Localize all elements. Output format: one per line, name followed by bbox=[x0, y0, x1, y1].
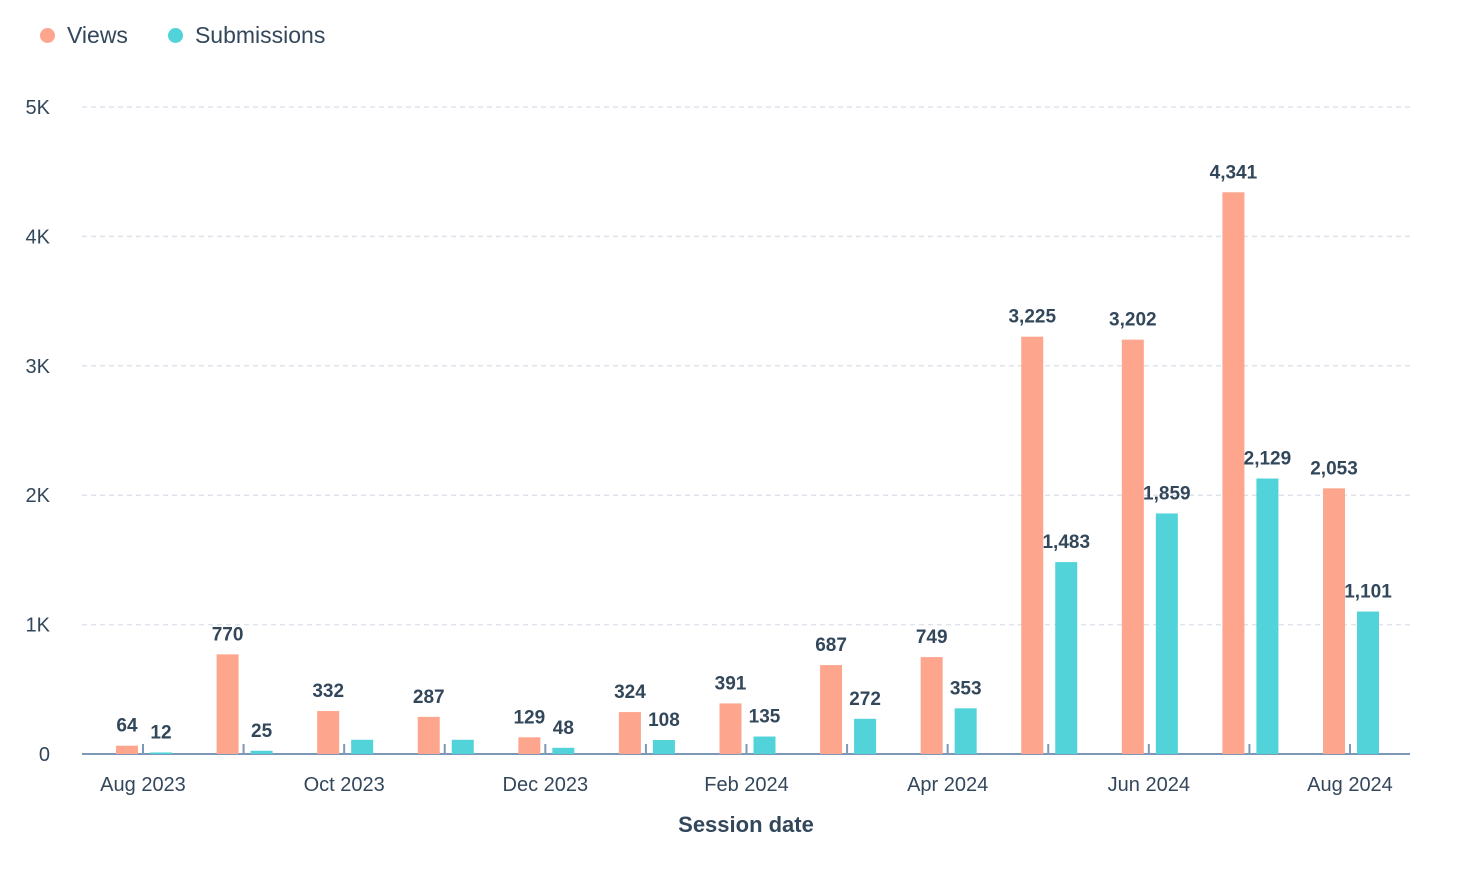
views-bar[interactable] bbox=[920, 657, 943, 754]
submissions-bar[interactable] bbox=[854, 718, 877, 754]
submissions-data-label: 48 bbox=[553, 718, 574, 739]
submissions-data-label: 25 bbox=[251, 721, 273, 742]
submissions-bar[interactable] bbox=[451, 739, 474, 754]
submissions-data-label: 108 bbox=[648, 710, 680, 731]
x-tick-label: Feb 2024 bbox=[704, 774, 789, 796]
submissions-bar[interactable] bbox=[150, 752, 172, 754]
submissions-data-label: 12 bbox=[150, 722, 171, 743]
y-tick-label: 2K bbox=[26, 485, 51, 507]
views-data-label: 770 bbox=[212, 624, 244, 645]
x-tick-label: Dec 2023 bbox=[503, 774, 589, 796]
views-bar[interactable] bbox=[820, 665, 843, 754]
views-data-label: 4,341 bbox=[1210, 162, 1258, 183]
submissions-bar[interactable] bbox=[250, 750, 273, 754]
y-tick-label: 0 bbox=[39, 744, 50, 766]
views-data-label: 129 bbox=[513, 707, 545, 728]
views-data-label: 287 bbox=[413, 687, 445, 708]
views-data-label: 3,202 bbox=[1109, 310, 1157, 331]
submissions-data-label: 353 bbox=[950, 678, 982, 699]
submissions-bar[interactable] bbox=[753, 736, 776, 754]
legend: Views Submissions bbox=[40, 22, 325, 49]
submissions-bar[interactable] bbox=[1357, 611, 1379, 754]
submissions-data-label: 1,483 bbox=[1042, 532, 1090, 553]
submissions-data-label: 272 bbox=[849, 689, 881, 710]
legend-label-submissions: Submissions bbox=[194, 22, 326, 48]
submissions-bar[interactable] bbox=[652, 740, 675, 754]
x-axis-title: Session date bbox=[678, 812, 814, 837]
y-tick-label: 3K bbox=[26, 356, 51, 378]
views-bar[interactable] bbox=[116, 745, 138, 754]
views-data-label: 749 bbox=[916, 627, 948, 648]
y-tick-label: 1K bbox=[26, 615, 51, 637]
submissions-bar[interactable] bbox=[1256, 478, 1279, 754]
legend-item-views[interactable]: Views bbox=[40, 22, 128, 49]
views-data-label: 2,053 bbox=[1310, 458, 1358, 479]
submissions-bar[interactable] bbox=[351, 739, 374, 754]
submissions-bar[interactable] bbox=[552, 747, 575, 754]
views-bar[interactable] bbox=[216, 654, 239, 754]
x-tick-label: Aug 2023 bbox=[100, 774, 186, 796]
x-tick-label: Oct 2023 bbox=[304, 774, 385, 796]
submissions-dot-icon bbox=[167, 28, 183, 43]
views-data-label: 391 bbox=[715, 673, 747, 694]
views-bar[interactable] bbox=[1222, 192, 1245, 754]
submissions-data-label: 1,101 bbox=[1344, 582, 1392, 603]
x-tick-label: Apr 2024 bbox=[907, 774, 988, 796]
legend-label-views: Views bbox=[67, 22, 128, 48]
submissions-data-label: 135 bbox=[749, 707, 781, 728]
views-data-label: 324 bbox=[614, 682, 646, 703]
views-bar[interactable] bbox=[719, 703, 742, 754]
views-bar[interactable] bbox=[417, 716, 440, 754]
submissions-bar[interactable] bbox=[1155, 513, 1178, 754]
views-bar[interactable] bbox=[317, 711, 340, 754]
views-bar[interactable] bbox=[518, 737, 541, 754]
views-bar[interactable] bbox=[1021, 336, 1044, 754]
y-tick-label: 5K bbox=[26, 97, 51, 119]
views-bar[interactable] bbox=[1121, 339, 1144, 754]
submissions-data-label: 1,859 bbox=[1143, 483, 1191, 504]
x-tick-label: Aug 2024 bbox=[1307, 774, 1393, 796]
views-data-label: 64 bbox=[116, 716, 138, 737]
submissions-data-label: 2,129 bbox=[1244, 449, 1292, 470]
views-data-label: 332 bbox=[312, 681, 344, 702]
legend-item-submissions[interactable]: Submissions bbox=[167, 22, 326, 49]
views-data-label: 3,225 bbox=[1008, 307, 1056, 328]
x-tick-label: Jun 2024 bbox=[1108, 774, 1190, 796]
submissions-bar[interactable] bbox=[954, 708, 977, 754]
views-bar[interactable] bbox=[618, 712, 641, 754]
views-dot-icon bbox=[40, 28, 55, 43]
y-tick-label: 4K bbox=[26, 226, 51, 248]
submissions-bar[interactable] bbox=[1055, 562, 1078, 754]
views-bar[interactable] bbox=[1323, 488, 1345, 754]
views-data-label: 687 bbox=[815, 635, 847, 656]
